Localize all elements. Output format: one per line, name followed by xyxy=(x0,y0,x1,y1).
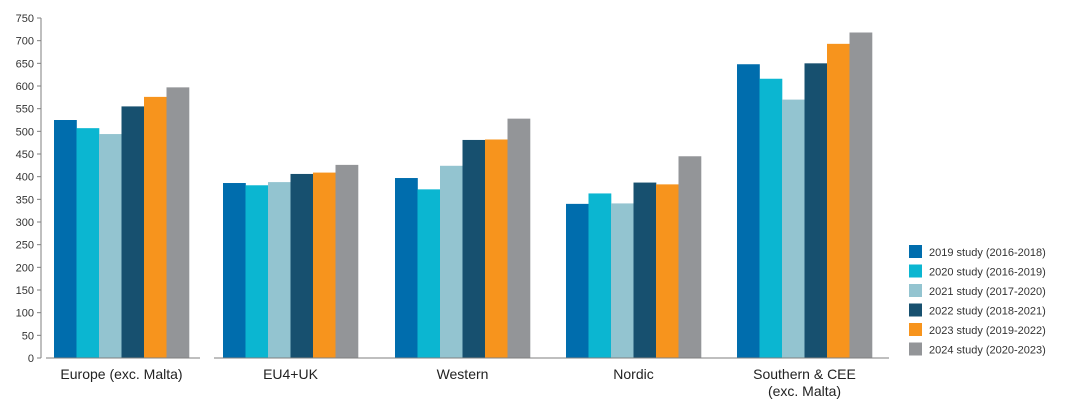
bar xyxy=(335,164,359,358)
y-tick-label: 100 xyxy=(16,308,34,320)
bar xyxy=(485,139,508,358)
y-tick-label: 200 xyxy=(16,262,34,274)
bar xyxy=(121,106,145,359)
bar xyxy=(440,165,463,358)
category-label: Nordic xyxy=(613,366,653,382)
bar xyxy=(417,189,441,358)
bar xyxy=(611,203,634,358)
bar xyxy=(462,139,486,358)
bar xyxy=(99,134,122,358)
legend-swatch xyxy=(909,284,922,297)
y-tick-label: 450 xyxy=(16,149,34,161)
y-tick-label: 300 xyxy=(16,217,34,229)
category-label-line: Western xyxy=(437,366,489,382)
y-tick-label: 400 xyxy=(16,172,34,184)
legend-label: 2021 study (2017-2020) xyxy=(929,286,1046,298)
x-axis: Europe (exc. Malta) EU4+UK Western Nordic So… xyxy=(46,357,889,399)
bar xyxy=(76,128,100,358)
y-tick-label: 650 xyxy=(16,58,34,70)
bar xyxy=(313,172,336,358)
category-label-line: EU4+UK xyxy=(263,366,319,382)
category-label-line: Southern & CEE xyxy=(753,366,856,382)
y-tick-label: 550 xyxy=(16,104,34,116)
bar xyxy=(782,99,805,358)
bar xyxy=(223,183,246,358)
bar xyxy=(144,96,167,358)
legend-swatch xyxy=(909,303,922,317)
y-tick-label: 0 xyxy=(28,353,34,365)
category-label: Europe (exc. Malta) xyxy=(60,366,182,382)
category-label: EU4+UK xyxy=(263,366,319,382)
legend-label: 2019 study (2016-2018) xyxy=(929,247,1046,259)
category-label: Southern & CEE (exc. Malta) xyxy=(753,366,856,399)
bars xyxy=(54,32,873,359)
bar xyxy=(656,184,679,358)
y-tick-label: 600 xyxy=(16,81,34,93)
category-label: Western xyxy=(437,366,489,382)
bar xyxy=(507,118,531,358)
bar xyxy=(678,156,702,358)
bar xyxy=(245,185,269,358)
legend-label: 2024 study (2020-2023) xyxy=(929,345,1046,357)
legend: 2019 study (2016-2018) 2020 study (2016-2… xyxy=(909,245,1046,357)
bar xyxy=(54,120,77,358)
bar xyxy=(804,63,828,358)
y-axis: 0 50 100 150 200 250 300 350 400 450 500 550 600 650 7… xyxy=(16,13,42,365)
bar xyxy=(588,193,612,358)
y-tick-label: 150 xyxy=(16,285,34,297)
y-tick-label: 500 xyxy=(16,126,34,138)
bar xyxy=(395,178,418,358)
legend-label: 2020 study (2016-2019) xyxy=(929,267,1046,279)
legend-swatch xyxy=(909,342,922,356)
bar xyxy=(633,182,657,358)
bar xyxy=(290,173,314,358)
bar xyxy=(166,87,190,359)
category-label-line: Europe (exc. Malta) xyxy=(60,366,182,382)
bar xyxy=(737,64,760,359)
legend-label: 2023 study (2019-2022) xyxy=(929,325,1046,337)
category-label-line: Nordic xyxy=(613,366,653,382)
legend-swatch xyxy=(909,323,922,336)
legend-swatch xyxy=(909,264,922,278)
category-label-line: (exc. Malta) xyxy=(768,383,841,399)
y-tick-label: 700 xyxy=(16,36,34,48)
bar xyxy=(566,203,589,358)
y-tick-label: 750 xyxy=(16,13,34,25)
y-tick-label: 250 xyxy=(16,240,34,252)
bar xyxy=(827,43,850,359)
bar xyxy=(759,78,783,358)
bar xyxy=(268,182,291,358)
legend-swatch xyxy=(909,245,922,258)
legend-label: 2022 study (2018-2021) xyxy=(929,306,1046,318)
bar xyxy=(849,32,873,359)
y-tick-label: 350 xyxy=(16,194,34,206)
y-tick-label: 50 xyxy=(22,330,34,342)
